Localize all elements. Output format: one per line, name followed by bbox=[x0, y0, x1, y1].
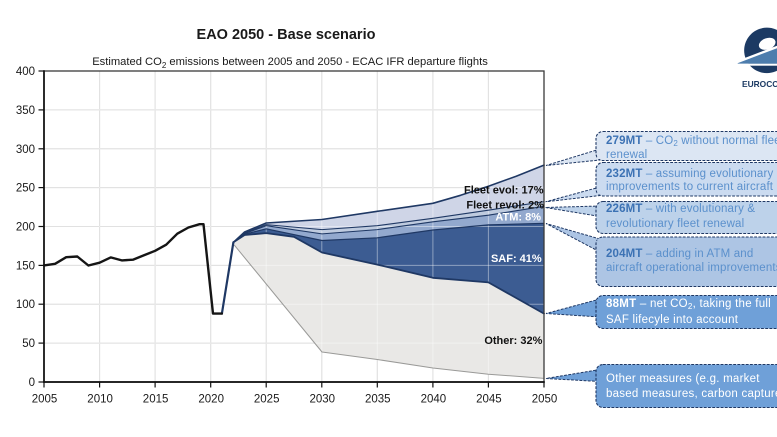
svg-text:Fleet evol: 17%: Fleet evol: 17% bbox=[464, 184, 544, 196]
svg-text:ATM: 8%: ATM: 8% bbox=[495, 212, 541, 224]
svg-text:2035: 2035 bbox=[365, 394, 391, 406]
svg-text:300: 300 bbox=[16, 144, 35, 156]
svg-text:2045: 2045 bbox=[476, 394, 502, 406]
svg-text:2005: 2005 bbox=[32, 394, 58, 406]
svg-text:350: 350 bbox=[16, 105, 35, 117]
svg-text:2030: 2030 bbox=[310, 394, 336, 406]
svg-text:2040: 2040 bbox=[421, 394, 447, 406]
svg-text:0: 0 bbox=[29, 377, 35, 389]
svg-text:Fleet revol: 2%: Fleet revol: 2% bbox=[466, 199, 544, 211]
svg-text:400: 400 bbox=[16, 66, 35, 78]
svg-text:50: 50 bbox=[22, 338, 35, 350]
svg-text:100: 100 bbox=[16, 299, 35, 311]
svg-text:2015: 2015 bbox=[143, 394, 169, 406]
svg-text:2025: 2025 bbox=[254, 394, 280, 406]
svg-text:EUROCONTROL: EUROCONTROL bbox=[742, 79, 777, 89]
svg-text:150: 150 bbox=[16, 260, 35, 272]
svg-text:2020: 2020 bbox=[198, 394, 224, 406]
svg-text:2050: 2050 bbox=[532, 394, 558, 406]
svg-text:250: 250 bbox=[16, 183, 35, 195]
svg-text:SAF: 41%: SAF: 41% bbox=[491, 253, 542, 265]
svg-text:2010: 2010 bbox=[87, 394, 113, 406]
svg-text:200: 200 bbox=[16, 222, 35, 234]
svg-text:Other: 32%: Other: 32% bbox=[484, 335, 542, 347]
